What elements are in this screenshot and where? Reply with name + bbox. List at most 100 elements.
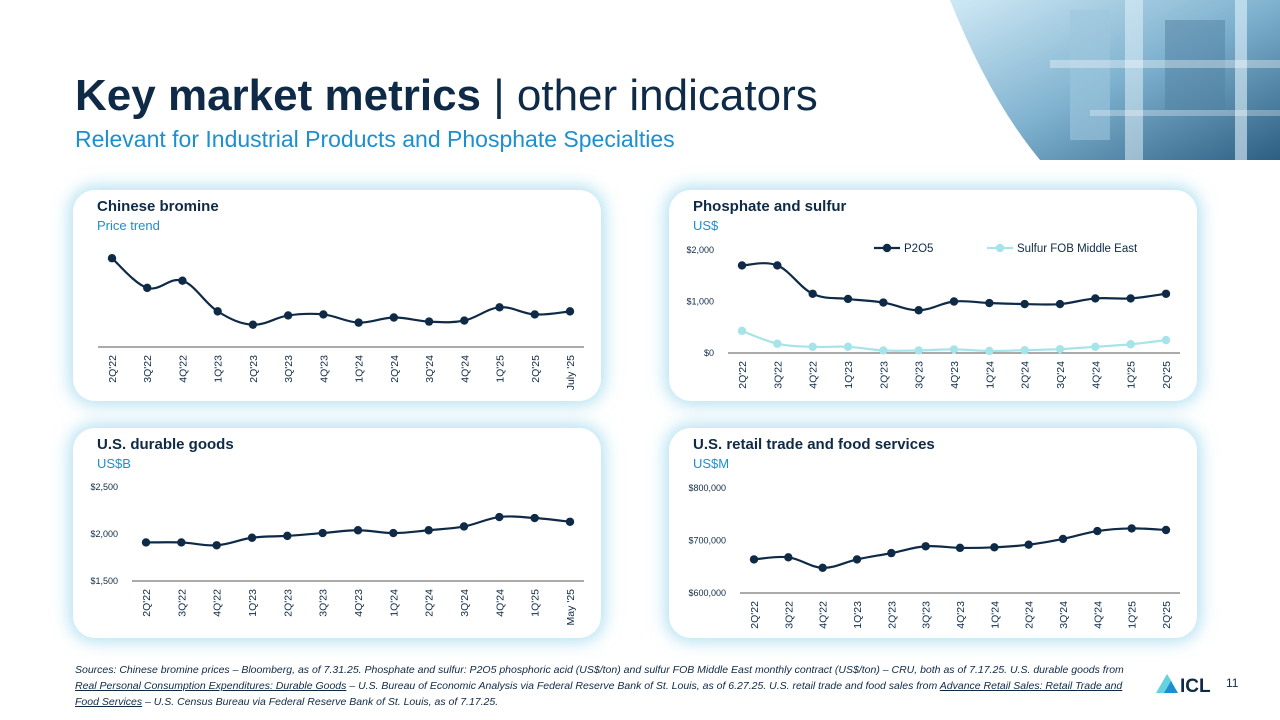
data-point — [389, 313, 399, 322]
data-point — [283, 531, 292, 541]
data-point — [1058, 534, 1068, 544]
y-tick-label: $0 — [704, 348, 714, 358]
data-point — [949, 297, 959, 306]
durable-goods-chart: $1,500 $2,000 $2,500 2Q'22 3Q'22 4Q'22 1Q'23 2Q… — [90, 482, 584, 625]
source-link-durable-goods[interactable]: Real Personal Consumption Expenditures: … — [75, 680, 347, 692]
x-tick-label: 3Q'22 — [176, 589, 188, 617]
x-tick-label: 1Q'24 — [388, 589, 400, 617]
data-point — [565, 307, 575, 316]
data-point — [565, 517, 575, 526]
data-point — [1161, 335, 1171, 345]
data-point — [143, 283, 152, 293]
data-point — [1020, 345, 1029, 355]
data-point — [1161, 525, 1171, 535]
x-tick-label: 2Q'22 — [141, 589, 153, 617]
x-tick-label: 1Q'25 — [495, 355, 507, 383]
x-tick-label: 1Q'23 — [843, 361, 855, 389]
data-point — [1020, 299, 1029, 309]
x-tick-label: 2Q'23 — [878, 361, 890, 389]
data-point — [213, 307, 222, 316]
data-point — [808, 342, 817, 352]
chart-subtitle: Price trend — [97, 218, 160, 233]
data-point — [921, 542, 930, 551]
chart-title: U.S. retail trade and food services — [693, 436, 935, 453]
page-number: 11 — [1226, 676, 1239, 690]
x-tick-label: 4Q'23 — [955, 601, 967, 629]
data-point — [247, 533, 257, 542]
x-tick-label: 2Q'25 — [1161, 601, 1173, 629]
series-line — [111, 257, 571, 326]
x-tick-label: 4Q'24 — [459, 355, 471, 383]
y-tick-label: $600,000 — [688, 588, 726, 598]
logo-text: ICL — [1180, 676, 1211, 695]
data-point — [914, 306, 923, 315]
page-title: Key market metrics | other indicators — [75, 70, 818, 122]
sources-text-2: – U.S. Bureau of Economic Analysis via F… — [346, 680, 940, 692]
data-point — [985, 298, 994, 308]
x-tick-label: 3Q'24 — [1055, 361, 1067, 389]
x-tick-label: 4Q'22 — [212, 589, 224, 617]
data-point — [887, 548, 896, 558]
corner-photo — [950, 0, 1280, 160]
x-tick-label: 4Q'23 — [353, 589, 365, 617]
card-chinese-bromine: Chinese bromine Price trend 2Q'22 3Q'22 4Q… — [73, 190, 601, 401]
card-durable-goods: U.S. durable goods US$B $1,500 $2,000 $2,5… — [73, 428, 601, 638]
sources-text-1: Sources: Chinese bromine prices – Bloomb… — [75, 664, 1124, 676]
data-point — [818, 563, 827, 572]
x-tick-label: 3Q'24 — [1058, 601, 1070, 629]
chinese-bromine-chart: 2Q'22 3Q'22 4Q'22 1Q'23 2Q'23 3Q'23 4Q'23 1Q'24… — [98, 254, 584, 390]
data-point — [1055, 299, 1065, 309]
x-tick-label: 4Q'24 — [494, 589, 506, 617]
x-tick-label: 2Q'22 — [737, 361, 749, 389]
chart-title: Chinese bromine — [97, 198, 219, 215]
data-point — [107, 254, 117, 263]
x-tick-label: 1Q'25 — [530, 589, 542, 617]
data-point — [141, 538, 151, 547]
data-point — [424, 526, 433, 535]
x-tick-label: 4Q'22 — [818, 601, 830, 629]
x-tick-label: 2Q'23 — [282, 589, 294, 617]
y-tick-label: $2,000 — [90, 529, 118, 539]
x-tick-label: 4Q'24 — [1090, 361, 1102, 389]
data-point — [530, 310, 539, 319]
card-phosphate-sulfur: Phosphate and sulfur US$ $0 $1,000 $2,000 2… — [669, 190, 1197, 401]
data-point — [784, 553, 793, 562]
data-point — [773, 261, 782, 270]
x-tick-label: 2Q'25 — [1161, 361, 1173, 389]
data-point — [212, 541, 221, 550]
x-tick-label: 4Q'23 — [318, 355, 330, 383]
x-tick-label: 1Q'23 — [213, 355, 225, 383]
data-point — [990, 543, 999, 552]
x-tick-label: 3Q'23 — [318, 589, 330, 617]
data-point — [495, 512, 504, 522]
data-point — [749, 555, 759, 564]
y-tick-label: $1,500 — [90, 576, 118, 586]
chart-subtitle: US$ — [693, 218, 719, 233]
data-point — [353, 526, 363, 535]
data-point — [319, 310, 328, 319]
x-tick-label: 4Q'23 — [949, 361, 961, 389]
data-point — [808, 289, 817, 298]
x-tick-label: 3Q'22 — [783, 601, 795, 629]
x-tick-label: 2Q'23 — [248, 355, 260, 383]
legend-swatch-marker — [995, 243, 1005, 253]
data-point — [773, 339, 782, 348]
data-point — [914, 346, 923, 355]
retail-trade-chart: $600,000 $700,000 $800,000 2Q'22 3Q'22 4Q'22 1… — [688, 483, 1180, 629]
data-point — [985, 346, 994, 356]
data-point — [1091, 294, 1100, 303]
x-tick-label: 3Q'22 — [772, 361, 784, 389]
x-tick-label: 3Q'23 — [914, 361, 926, 389]
data-point — [852, 555, 862, 564]
data-point — [949, 345, 959, 354]
y-tick-label: $1,000 — [686, 297, 714, 307]
x-tick-label: 1Q'23 — [852, 601, 864, 629]
source-link-retail-sales[interactable]: Advance Retail Sales: Retail Trade and F… — [75, 680, 1123, 708]
data-point — [424, 317, 434, 326]
data-point — [495, 303, 504, 312]
x-tick-label: 2Q'22 — [749, 601, 761, 629]
card-retail-trade: U.S. retail trade and food services US$M… — [669, 428, 1197, 638]
data-point — [459, 522, 469, 531]
x-tick-label: 2Q'24 — [389, 355, 401, 383]
data-point — [1055, 344, 1065, 354]
